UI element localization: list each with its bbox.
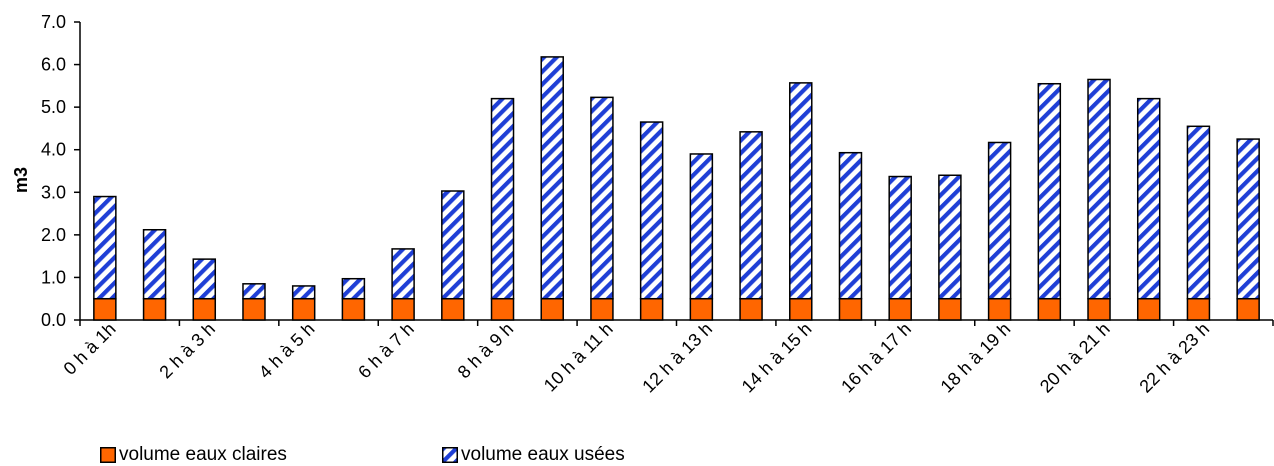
bar-eaux-claires (291, 297, 316, 321)
bar-eaux-usees (242, 283, 266, 300)
bar-eaux-claires (142, 297, 167, 321)
legend-label-eaux-claires: volume eaux claires (119, 444, 287, 465)
plot-area: 0.0 1.0 2.0 3.0 4.0 5.0 6.0 7.0 0 h à 1h 2 h à 3 … (41, 12, 1274, 397)
bar-eaux-claires (1037, 297, 1062, 321)
legend-label-eaux-usees: volume eaux usées (461, 444, 625, 465)
bar-eaux-usees (987, 141, 1012, 300)
x-tick-label: 14 h à 15 h (738, 319, 816, 397)
bar-eaux-claires (1087, 297, 1111, 321)
legend-item-eaux-claires: volume eaux claires (100, 444, 442, 466)
y-tick-label: 5.0 (41, 97, 66, 117)
x-tick-label: 10 h à 11 h (540, 319, 617, 396)
x-tick-label: 20 h à 21 h (1036, 319, 1114, 397)
x-tick-label: 12 h à 13 h (638, 319, 716, 397)
bar-eaux-claires (789, 297, 813, 321)
bar-eaux-claires (1186, 297, 1211, 321)
stacked-bar-chart: m3 0.0 1.0 2.0 3.0 4.0 5.0 6.0 7.0 0 h à 1h 2 h à… (11, 12, 1274, 397)
x-tick-label: 4 h à 5 h (255, 319, 319, 383)
bar-eaux-usees (441, 190, 465, 300)
y-tick-label: 3.0 (41, 182, 66, 202)
bar-eaux-claires (987, 297, 1012, 321)
bar-eaux-usees (590, 96, 614, 300)
bar-eaux-usees (341, 277, 366, 300)
y-axis-label: m3 (11, 167, 31, 193)
bar-eaux-claires (192, 297, 217, 321)
bar-eaux-claires (1236, 297, 1260, 321)
legend-swatch-eaux-claires (100, 447, 116, 463)
bar-eaux-usees (689, 153, 714, 300)
legend: volume eaux claires volume eaux usées (100, 444, 784, 466)
bar-eaux-usees (291, 285, 316, 300)
bar-eaux-claires (242, 297, 266, 321)
bar-eaux-usees (1087, 78, 1111, 300)
bar-eaux-claires (1136, 297, 1161, 321)
bar-eaux-claires (639, 297, 664, 321)
bar-eaux-claires (590, 297, 614, 321)
bar-eaux-usees (540, 56, 564, 300)
bar-eaux-claires (689, 297, 714, 321)
y-tick-label: 4.0 (41, 140, 66, 160)
bar-eaux-usees (1136, 97, 1161, 300)
bar-eaux-usees (391, 248, 415, 300)
x-tick-label: 18 h à 19 h (937, 319, 1015, 397)
bar-eaux-usees (838, 151, 863, 300)
bar-eaux-claires (391, 297, 415, 321)
bar-eaux-claires (838, 297, 863, 321)
legend-item-eaux-usees: volume eaux usées (442, 444, 784, 466)
y-tick-label: 7.0 (41, 12, 66, 32)
x-tick-label: 8 h à 9 h (454, 319, 518, 383)
bar-eaux-claires (938, 297, 962, 321)
x-tick-label: 2 h à 3 h (155, 319, 219, 383)
x-tick-label: 0 h à 1h (60, 319, 120, 379)
bar-eaux-usees (1186, 125, 1211, 300)
bar-eaux-usees (1037, 82, 1062, 300)
y-tick-label: 1.0 (41, 267, 66, 287)
bar-eaux-usees (938, 174, 962, 300)
bar-eaux-usees (639, 121, 664, 300)
y-tick-label: 6.0 (41, 55, 66, 75)
y-tick-label: 2.0 (41, 225, 66, 245)
bar-eaux-usees (888, 175, 912, 300)
bar-eaux-usees (192, 258, 217, 300)
bar-eaux-claires (93, 297, 117, 321)
bar-eaux-usees (142, 228, 167, 300)
x-tick-label: 22 h à 23 h (1135, 319, 1213, 397)
bar-eaux-claires (739, 297, 763, 321)
legend-swatch-eaux-usees (442, 447, 458, 463)
bar-eaux-claires (540, 297, 564, 321)
y-tick-label: 0.0 (41, 310, 66, 330)
bar-eaux-usees (490, 97, 515, 300)
bar-eaux-usees (1236, 138, 1260, 300)
bar-eaux-claires (341, 297, 366, 321)
bar-eaux-usees (739, 131, 763, 300)
bar-eaux-claires (490, 297, 515, 321)
bar-eaux-usees (93, 195, 117, 300)
bar-eaux-claires (441, 297, 465, 321)
bar-eaux-claires (888, 297, 912, 321)
bar-eaux-usees (789, 82, 813, 300)
x-tick-label: 16 h à 17 h (837, 319, 915, 397)
x-tick-label: 6 h à 7 h (354, 319, 418, 383)
